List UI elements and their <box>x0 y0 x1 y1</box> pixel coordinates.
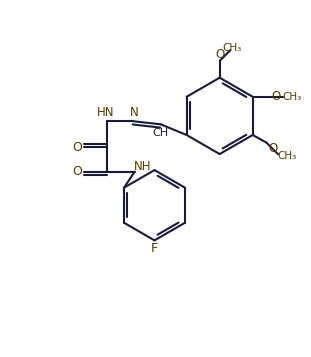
Text: F: F <box>151 242 158 255</box>
Text: O: O <box>268 142 277 155</box>
Text: CH₃: CH₃ <box>278 151 297 161</box>
Text: O: O <box>72 165 82 178</box>
Text: N: N <box>130 106 139 119</box>
Text: HN: HN <box>97 106 114 119</box>
Text: CH₃: CH₃ <box>223 43 242 53</box>
Text: CH₃: CH₃ <box>282 92 301 102</box>
Text: O: O <box>72 141 82 154</box>
Text: CH: CH <box>153 128 169 138</box>
Text: O: O <box>272 90 281 103</box>
Text: O: O <box>215 48 224 61</box>
Text: NH: NH <box>134 160 152 173</box>
